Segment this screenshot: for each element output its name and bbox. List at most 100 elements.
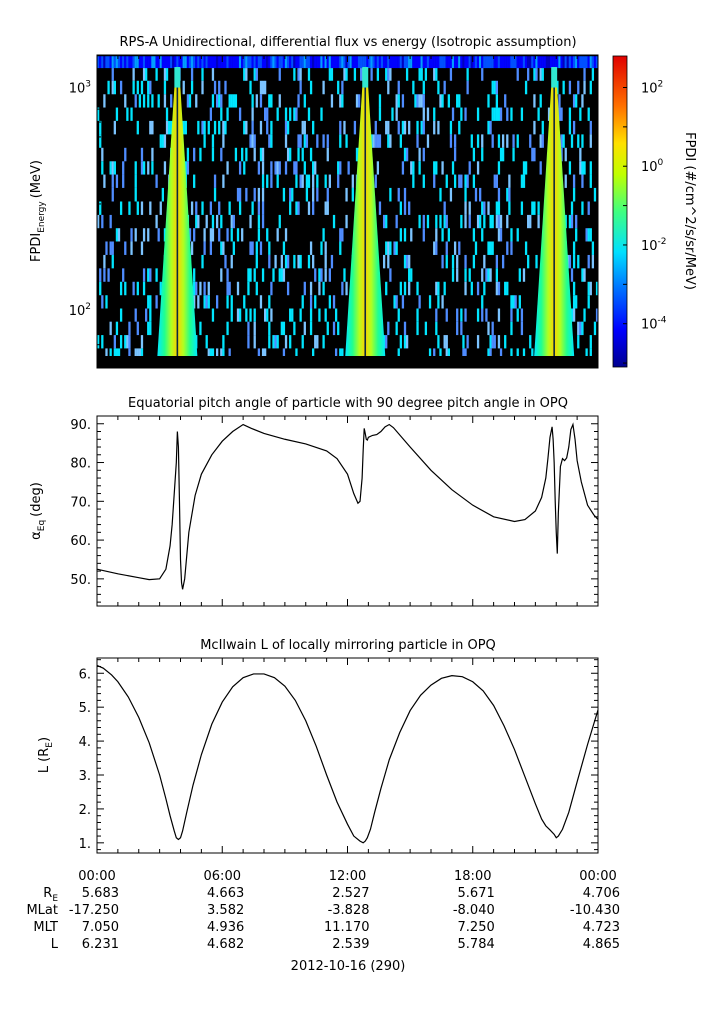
heatmap-cell <box>236 308 240 322</box>
heatmap-cell <box>134 228 137 242</box>
heatmap-cell <box>122 268 125 282</box>
heatmap-cell <box>159 134 162 148</box>
heatmap-cell <box>207 281 210 296</box>
heatmap-cell <box>251 134 254 148</box>
belt-pass-high-energy <box>551 67 558 88</box>
heatmap-cell <box>497 228 501 242</box>
heatmap-cell <box>587 56 590 69</box>
heatmap-cell <box>520 56 524 69</box>
heatmap-cell <box>572 187 576 202</box>
heatmap-cell <box>259 241 263 255</box>
heatmap-cell <box>572 308 576 322</box>
heatmap-cell <box>337 161 340 175</box>
heatmap-cell <box>230 308 233 322</box>
heatmap-cell <box>568 120 572 135</box>
heatmap-cell <box>491 214 494 229</box>
heatmap-cell <box>522 174 526 188</box>
heatmap-cell <box>316 335 319 349</box>
heatmap-cell <box>205 335 208 349</box>
heatmap-cell <box>115 107 119 121</box>
heatmap-cell <box>355 147 359 162</box>
heatmap-cell <box>134 348 137 356</box>
heatmap-cell <box>318 308 321 322</box>
heatmap-cell <box>257 56 261 69</box>
heatmap-cell <box>339 241 342 255</box>
heatmap-cell <box>481 295 484 309</box>
heatmap-cell <box>512 295 515 309</box>
heatmap-cell <box>232 214 235 229</box>
heatmap-cell <box>303 56 306 69</box>
heatmap-cell <box>289 187 292 202</box>
heatmap-cell <box>197 295 200 309</box>
time-axis-labels: 00:00 06:00 12:00 18:00 00:00 <box>78 869 616 884</box>
heatmap-cell <box>266 120 269 135</box>
heatmap-cell <box>268 335 271 349</box>
heatmap-cell <box>184 161 187 175</box>
heatmap-cell <box>312 161 315 175</box>
heatmap-cell <box>186 56 190 69</box>
heatmap-cell <box>387 254 390 269</box>
heatmap-cell <box>190 80 194 95</box>
heatmap-cell <box>220 147 223 162</box>
heatmap-cell <box>226 281 229 296</box>
ephemeris-value: 5.683 <box>82 886 119 901</box>
heatmap-cell <box>522 268 526 282</box>
heatmap-cell <box>589 161 592 175</box>
heatmap-cell <box>297 56 300 69</box>
mcilwain-l-y-tick-label: 4. <box>79 735 91 750</box>
heatmap-cell <box>424 56 428 69</box>
heatmap-cell <box>485 268 488 282</box>
heatmap-cell <box>497 214 501 229</box>
heatmap-cell <box>564 147 567 162</box>
heatmap-cell <box>332 56 336 69</box>
heatmap-cell <box>284 56 288 69</box>
heatmap-cell <box>140 335 144 349</box>
heatmap-cell <box>337 174 340 188</box>
heatmap-cell <box>495 56 498 69</box>
heatmap-cell <box>497 134 501 148</box>
heatmap-cell <box>453 241 457 255</box>
heatmap-cell <box>380 56 384 69</box>
heatmap-cell <box>220 56 223 69</box>
heatmap-cell <box>556 80 559 95</box>
heatmap-cell <box>472 56 476 69</box>
heatmap-cell <box>483 56 486 69</box>
heatmap-cell <box>193 268 196 282</box>
heatmap-cell <box>255 56 258 69</box>
heatmap-cell <box>547 107 551 121</box>
heatmap-cell <box>476 281 480 296</box>
heatmap-cell <box>451 107 455 121</box>
heatmap-cell <box>389 241 392 255</box>
heatmap-cell <box>138 56 142 69</box>
heatmap-cell <box>140 147 144 162</box>
heatmap-cell <box>506 214 509 229</box>
heatmap-cell <box>468 56 471 69</box>
heatmap-cell <box>460 107 463 121</box>
heatmap-cell <box>470 281 473 296</box>
heatmap-cell <box>268 56 271 69</box>
heatmap-cell <box>589 56 592 69</box>
heatmap-cell <box>228 281 231 296</box>
heatmap-cell <box>487 120 490 135</box>
heatmap-cell <box>560 147 563 162</box>
heatmap-cell <box>577 56 580 69</box>
heatmap-cell <box>360 68 363 81</box>
heatmap-cell <box>393 241 396 255</box>
heatmap-cell <box>339 56 342 69</box>
heatmap-cell <box>587 228 590 242</box>
heatmap-cell <box>207 295 210 309</box>
heatmap-cell <box>378 107 382 121</box>
heatmap-cell <box>433 56 436 69</box>
heatmap-cell <box>510 241 513 255</box>
heatmap-cell <box>437 335 440 349</box>
mcilwain-l-frame <box>96 657 599 854</box>
heatmap-cell <box>122 56 125 69</box>
heatmap-cell <box>215 94 219 108</box>
heatmap-cell <box>589 134 592 148</box>
heatmap-cell <box>222 241 225 255</box>
heatmap-cell <box>289 335 292 349</box>
heatmap-cell <box>497 281 501 296</box>
heatmap-cell <box>464 268 467 282</box>
heatmap-cell <box>426 107 430 121</box>
heatmap-cell <box>397 348 400 356</box>
